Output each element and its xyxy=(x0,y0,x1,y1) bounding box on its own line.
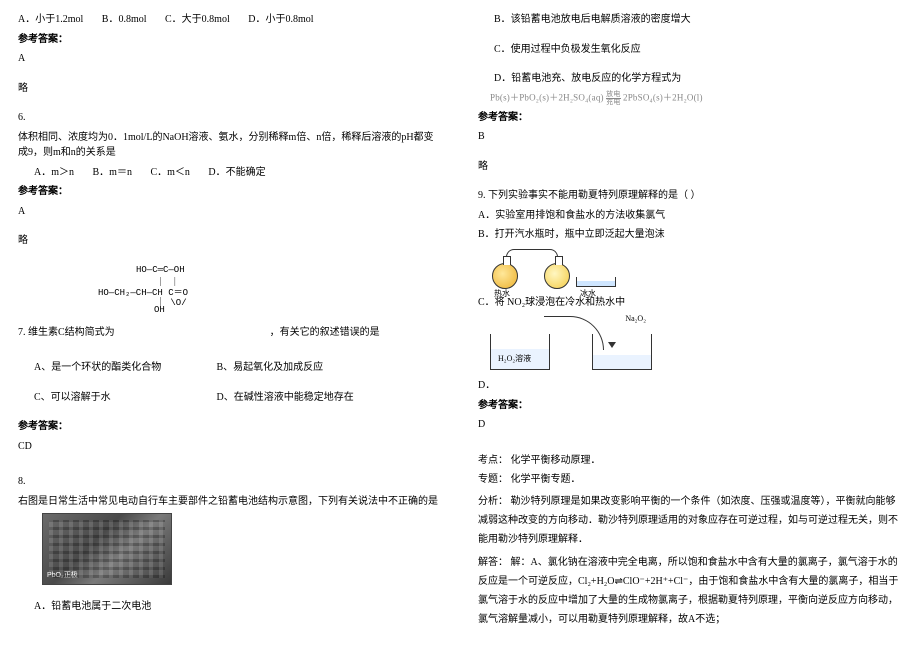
vitc-structure-diagram: HO—C═C—OH ｜ ｜ HO—CH₂—CH—CH C＝O ｜ \O/ OH xyxy=(98,265,278,319)
q9-answer-label: 参考答案： xyxy=(478,398,902,414)
right-column: B．该铅蓄电池放电后电解质溶液的密度增大 C．使用过程中负极发生氧化反应 D．铅… xyxy=(460,0,920,651)
q9-kd: 考点： 化学平衡移动原理． xyxy=(478,453,902,469)
flask-cold xyxy=(544,263,570,289)
q9-zt: 专题： 化学平衡专题． xyxy=(478,472,902,488)
label-cold: 冰水 xyxy=(580,288,596,299)
formula-line-5: OH xyxy=(154,305,165,315)
kd-label: 考点： xyxy=(478,455,508,466)
q6-opt-b: B．m＝n xyxy=(93,165,132,181)
q7-opt-b: B、易起氧化及加成反应 xyxy=(217,362,324,373)
q5-answer-label: 参考答案： xyxy=(18,32,442,48)
q6-answer: A xyxy=(18,204,442,220)
q9-opt-c: C．将 NO₂球浸泡在冷水和热水中 xyxy=(478,295,902,311)
label-h2o2: H₂O₂溶液 xyxy=(498,353,531,364)
no2-flask-diagram: 热水 冰水 xyxy=(486,247,616,291)
q5-opt-b: B．0.8mol xyxy=(102,12,147,28)
label-na2o2: Na₂O₂ xyxy=(625,314,646,323)
q9-opt-d: D． xyxy=(478,378,902,394)
q9-opt-c-mid: NO₂球浸泡在冷水和热水中 xyxy=(507,297,625,308)
q5-options: A．小于1.2mol B．0.8mol C．大于0.8mol D．小于0.8mo… xyxy=(18,12,442,28)
q8-opt-b: B．该铅蓄电池放电后电解质溶液的密度增大 xyxy=(478,12,902,28)
q6-num: 6. xyxy=(18,110,442,126)
q6-opt-d: D．不能确定 xyxy=(208,165,265,181)
transfer-arc xyxy=(544,316,604,350)
jd-text: 解：A、氯化钠在溶液中完全电离，所以饱和食盐水中含有大量的氯离子，氯气溶于水的反… xyxy=(478,557,898,625)
q9-jd: 解答： 解：A、氯化钠在溶液中完全电离，所以饱和食盐水中含有大量的氯离子，氯气溶… xyxy=(478,553,902,629)
q8-opt-d: D．铅蓄电池充、放电反应的化学方程式为 xyxy=(478,71,902,87)
q9-fx: 分析： 勒沙特列原理是如果改变影响平衡的一个条件（如浓度、压强或温度等），平衡就… xyxy=(478,492,902,549)
q6-note: 略 xyxy=(18,233,442,249)
arrow-head-icon xyxy=(608,342,616,348)
q7-answer-label: 参考答案： xyxy=(18,419,442,435)
battery-caption: PbO₂正极 xyxy=(47,570,78,580)
q7-stem-row: 7. 维生素C结构简式为 ，有关它的叙述错误的是 xyxy=(18,325,442,341)
q8-opt-a: A．铅蓄电池属于二次电池 xyxy=(18,599,442,615)
fx-text: 勒沙特列原理是如果改变影响平衡的一个条件（如浓度、压强或温度等），平衡就向能够减… xyxy=(478,496,898,545)
q5-opt-d: D．小于0.8mol xyxy=(248,12,313,28)
flask-hot xyxy=(492,263,518,289)
q8-note: 略 xyxy=(478,159,902,175)
q7-answer: CD xyxy=(18,439,442,455)
q7-num: 7. xyxy=(18,327,26,338)
q5-opt-c: C．大于0.8mol xyxy=(165,12,230,28)
zt-text: 化学平衡专题． xyxy=(511,474,581,485)
lead-battery-image: PbO₂正极 xyxy=(42,513,172,585)
q6-answer-label: 参考答案： xyxy=(18,184,442,200)
q7-opt-a: A、是一个环状的酯类化合物 xyxy=(34,360,214,376)
q6-options: A．m＞n B．m＝n C．m＜n D．不能确定 xyxy=(18,165,442,181)
q8-opt-c: C．使用过程中负极发生氧化反应 xyxy=(478,42,902,58)
q5-answer: A xyxy=(18,51,442,67)
q9-opt-b: B．打开汽水瓶时，瓶中立即泛起大量泡沫 xyxy=(478,227,902,243)
q9-stem: 下列实验事实不能用勒夏特列原理解释的是（ ） xyxy=(488,190,701,201)
eqn-bot: 充电 xyxy=(606,98,620,106)
q8-answer: B xyxy=(478,129,902,145)
q8-answer-label: 参考答案： xyxy=(478,110,902,126)
q7-opts-row1: A、是一个环状的酯类化合物 B、易起氧化及加成反应 xyxy=(18,360,442,376)
q7-opt-c: C、可以溶解于水 xyxy=(34,390,214,406)
q9-num: 9. xyxy=(478,190,486,201)
q7-stem-suffix: ，有关它的叙述错误的是 xyxy=(270,327,380,338)
beaker-left xyxy=(490,334,550,370)
q8-stem: 右图是日常生活中常见电动自行车主要部件之铅蓄电池结构示意图，下列有关说法中不正确… xyxy=(18,494,442,510)
left-column: A．小于1.2mol B．0.8mol C．大于0.8mol D．小于0.8mo… xyxy=(0,0,460,651)
q5-opt-a: A．小于1.2mol xyxy=(18,12,83,28)
q5-note: 略 xyxy=(18,81,442,97)
label-hot: 热水 xyxy=(494,288,510,299)
q9-stem-row: 9. 下列实验事实不能用勒夏特列原理解释的是（ ） xyxy=(478,188,902,204)
zt-label: 专题： xyxy=(478,474,508,485)
q7-opt-d: D、在碱性溶液中能稳定地存在 xyxy=(217,392,354,403)
q9-opt-a: A．实验室用排饱和食盐水的方法收集氯气 xyxy=(478,208,902,224)
q6-stem: 体积相同、浓度均为0．1mol/L的NaOH溶液、氨水，分别稀释m倍、n倍，稀释… xyxy=(18,130,442,161)
q8-num: 8. xyxy=(18,474,442,490)
fx-label: 分析： xyxy=(478,496,508,507)
q7-stem-prefix: 维生素C结构简式为 xyxy=(28,327,115,338)
q8-equation: Pb(s)＋PbO₂(s)＋2H₂SO₄(aq) 放电充电 2PbSO₄(s)＋… xyxy=(490,91,902,106)
water-dish xyxy=(576,277,616,287)
h2o2-na2o2-diagram: Na₂O₂ H₂O₂溶液 xyxy=(486,314,656,374)
connecting-tube xyxy=(506,249,558,263)
q6-opt-c: C．m＜n xyxy=(150,165,189,181)
formula-line-1: HO—C═C—OH xyxy=(136,265,185,275)
q9-answer: D xyxy=(478,417,902,433)
q6-opt-a: A．m＞n xyxy=(34,165,74,181)
kd-text: 化学平衡移动原理． xyxy=(511,455,601,466)
q7-opts-row2: C、可以溶解于水 D、在碱性溶液中能稳定地存在 xyxy=(18,390,442,406)
jd-label: 解答： xyxy=(478,557,508,568)
